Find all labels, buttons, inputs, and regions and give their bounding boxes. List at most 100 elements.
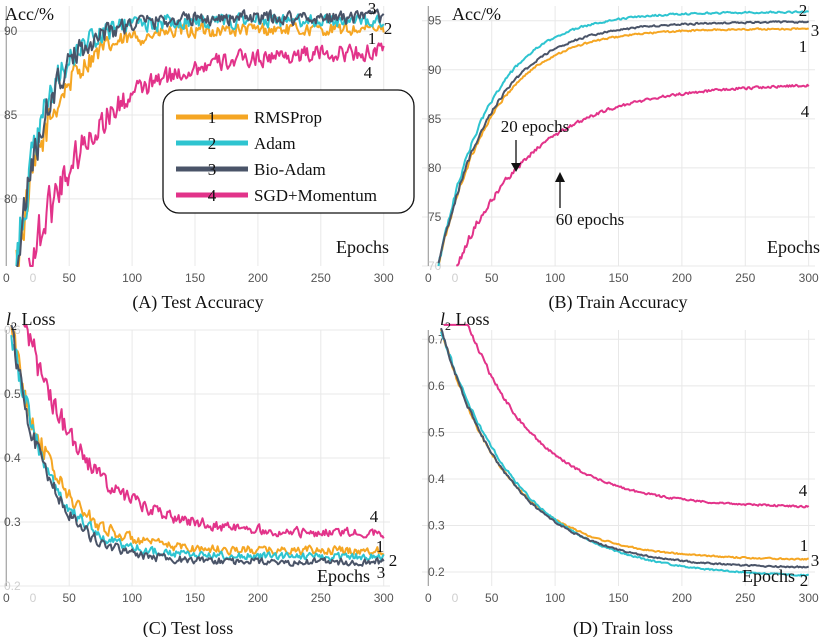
x-tick-label: 150	[608, 591, 628, 605]
y-tick-label: 80	[428, 161, 442, 175]
y-tick-label: 80	[4, 192, 18, 206]
y-tick-label: 0.4	[4, 451, 21, 465]
series-line-bio-adam	[440, 327, 809, 569]
x-tick-label: 100	[122, 271, 142, 285]
legend-number: 3	[208, 160, 217, 179]
x-tick-label: 250	[311, 591, 331, 605]
y-axis-label-rest: Loss	[17, 309, 56, 329]
series-end-label: 3	[811, 551, 820, 570]
y-tick-label: 85	[4, 108, 18, 122]
y-tick-label: 95	[428, 14, 442, 28]
x-axis-label: Epochs	[336, 237, 389, 257]
y-tick-label: 0.2	[428, 565, 445, 579]
x-tick-label: 200	[248, 591, 268, 605]
x-tick-label: 200	[672, 591, 692, 605]
x-tick-label: 250	[311, 271, 331, 285]
x-tick-label: 300	[799, 591, 819, 605]
panel-caption: (A) Test Accuracy	[132, 292, 263, 313]
y-axis-label-sub: 2	[11, 319, 17, 333]
x-tick-label: 250	[735, 271, 755, 285]
y-axis-label-l: l	[6, 309, 11, 329]
series-line-sgd-momentum	[27, 42, 385, 267]
y-axis-label-sub: 2	[445, 319, 451, 333]
series-end-label: 4	[799, 481, 808, 500]
x-tick-label: 300	[374, 591, 394, 605]
y-axis-label: Acc/%	[452, 4, 501, 24]
y-tick-label: 90	[428, 63, 442, 77]
series-line-rmsprop	[15, 21, 385, 267]
series-line-sgd-momentum	[443, 323, 810, 509]
series-line-adam	[437, 10, 809, 267]
y-axis-label: Acc/%	[5, 4, 54, 24]
series-end-label: 4	[370, 507, 379, 526]
legend-label: Bio-Adam	[254, 160, 326, 179]
y-tick-label: 0.4	[428, 472, 445, 486]
x-tick-label: 200	[248, 271, 268, 285]
series-end-label: 1	[368, 29, 377, 48]
x-tick-label: 0	[425, 271, 432, 285]
x-tick-label-faint: 0	[452, 271, 459, 285]
x-tick-label: 50	[63, 591, 77, 605]
x-tick-label-faint: 0	[30, 271, 37, 285]
y-tick-label: 75	[428, 210, 442, 224]
series-end-label: 3	[811, 21, 820, 40]
legend: 1 RMSProp 2 Adam 3 Bio-Adam 4 SGD+Momentum	[162, 89, 415, 214]
y-tick-label: 0.6	[428, 379, 445, 393]
series-line-sgd-momentum	[23, 323, 385, 539]
y-tick-label: 0.2	[4, 579, 21, 593]
series-end-label: 2	[384, 19, 393, 38]
series-end-label: 2	[800, 571, 809, 590]
x-axis-label: Epochs	[767, 237, 820, 257]
x-tick-label-faint: 0	[452, 591, 459, 605]
y-tick-label: 90	[4, 24, 18, 38]
series-line-rmsprop	[437, 27, 809, 265]
panel-caption: (C) Test loss	[143, 618, 233, 637]
y-axis-label: l2 Loss	[6, 309, 56, 333]
x-tick-label-faint: 0	[30, 591, 37, 605]
legend-number: 4	[208, 186, 217, 205]
y-axis-label: l2 Loss	[440, 309, 490, 333]
x-axis-label: Epochs	[317, 566, 370, 586]
legend-number: 1	[208, 108, 217, 127]
x-tick-label: 100	[122, 591, 142, 605]
annotation-arrowhead-60	[555, 172, 565, 182]
y-tick-label: 85	[428, 112, 442, 126]
series-line-rmsprop	[10, 324, 385, 557]
series-end-label: 3	[377, 563, 386, 582]
series-line-sgd-momentum	[456, 83, 810, 267]
x-tick-label: 150	[185, 271, 205, 285]
series-end-label: 4	[364, 63, 373, 82]
x-tick-label: 100	[545, 271, 565, 285]
x-tick-label: 200	[672, 271, 692, 285]
series-end-label: 3	[368, 0, 377, 18]
y-axis-label-l: l	[440, 309, 445, 329]
y-axis-label-rest: Loss	[451, 309, 490, 329]
annotation-20-epochs: 20 epochs	[501, 117, 569, 136]
panel-caption: (B) Train Accuracy	[549, 292, 688, 313]
panel-D: 0.20.30.40.50.60.70 50 100 150 200 250 3000123…	[422, 309, 819, 637]
x-tick-label: 150	[608, 271, 628, 285]
series-end-label: 1	[800, 536, 809, 555]
annotation-60-epochs: 60 epochs	[556, 210, 624, 229]
y-tick-label: 0.5	[4, 387, 21, 401]
panel-C: 0.20.30.40.50.60 50 100 150 200 250 30001234l2…	[0, 309, 397, 637]
series-end-label: 2	[799, 1, 808, 20]
x-tick-label: 100	[545, 591, 565, 605]
legend-label: SGD+Momentum	[254, 186, 377, 205]
series-end-label: 1	[799, 37, 808, 56]
x-tick-label: 300	[799, 271, 819, 285]
x-tick-label: 50	[485, 591, 499, 605]
x-tick-label: 150	[185, 591, 205, 605]
series-end-label: 4	[801, 102, 810, 121]
series-end-label: 2	[389, 551, 398, 570]
series-line-bio-adam	[10, 324, 385, 567]
y-tick-label: 0.5	[428, 425, 445, 439]
panel-caption: (D) Train loss	[573, 618, 673, 637]
annotation-arrowhead-20	[511, 163, 521, 172]
y-tick-label: 0.3	[428, 518, 445, 532]
x-tick-label: 250	[735, 591, 755, 605]
legend-box	[162, 89, 415, 214]
